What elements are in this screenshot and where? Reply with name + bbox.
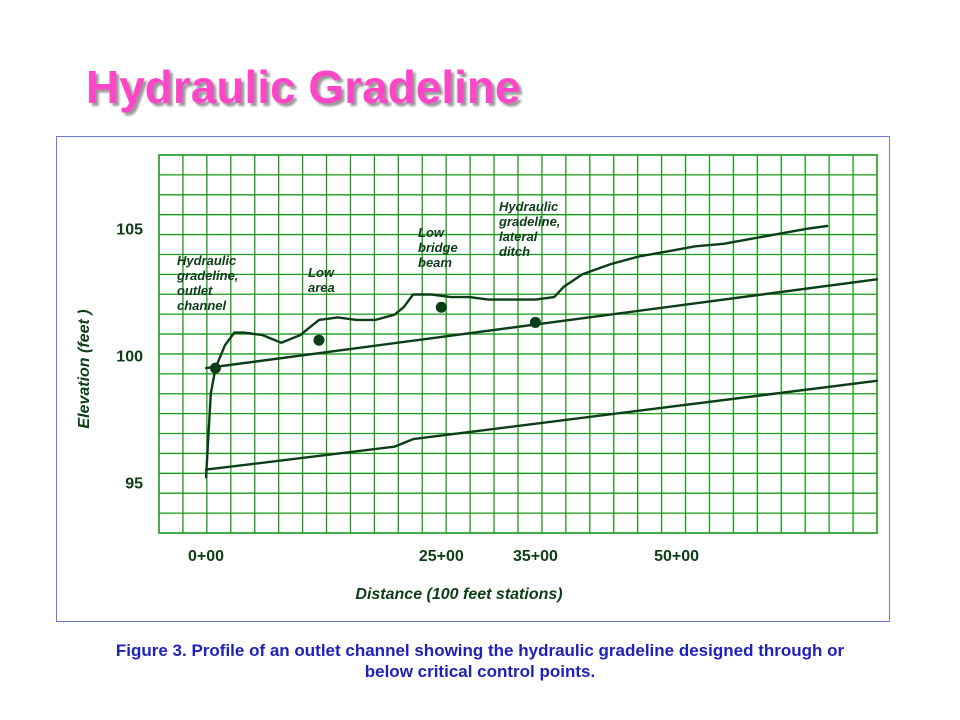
annotation-line: outlet [177, 283, 213, 298]
channel-bottom-line [204, 379, 879, 471]
annotation-label: Hydraulic gradeline, lateral ditch [498, 199, 560, 259]
annotation-line: Low [308, 265, 335, 280]
annotation-line: Low [418, 225, 445, 240]
annotation-line: Hydraulic [499, 199, 559, 214]
control-point [529, 316, 541, 328]
annotation-line: Hydraulic [177, 253, 237, 268]
x-tick-label: 50+00 [654, 548, 699, 565]
y-tick-label: 100 [116, 348, 143, 365]
y-axis-label: Elevation (feet ) [76, 309, 93, 428]
annotation-line: gradeline, [176, 268, 238, 283]
annotation-line: channel [177, 298, 227, 313]
x-tick-label: 0+00 [188, 548, 224, 565]
series-group [204, 224, 879, 479]
annotation-label: Low area [308, 265, 335, 295]
figure-frame: Hydraulic gradeline, outlet channel Low area L… [56, 136, 890, 622]
figure-caption: Figure 3. Profile of an outlet channel s… [115, 641, 845, 681]
grid [158, 154, 878, 534]
y-tick-labels: 95 100 105 [116, 222, 143, 493]
annotation-line: ditch [499, 244, 530, 259]
annotation-line: area [308, 280, 335, 295]
hydraulic-gradeline-line [204, 224, 829, 479]
annotation-line: bridge [418, 240, 458, 255]
slide-title: Hydraulic Gradeline [86, 61, 521, 113]
annotation-line: lateral [499, 229, 538, 244]
x-tick-label: 25+00 [419, 548, 464, 565]
annotation-line: gradeline, [498, 214, 560, 229]
grid-lines [159, 155, 877, 533]
x-axis-label: Distance (100 feet stations) [355, 586, 562, 603]
x-tick-labels: 0+00 25+00 35+00 50+00 [188, 548, 699, 565]
annotation-label: Hydraulic gradeline, outlet channel [176, 253, 238, 313]
annotation-line: beam [418, 255, 452, 270]
annotation-label: Low bridge beam [418, 225, 458, 270]
y-tick-label: 95 [125, 475, 143, 492]
channel-top-line [204, 278, 879, 370]
x-tick-label: 35+00 [513, 548, 558, 565]
control-points [209, 301, 541, 374]
control-point [313, 334, 325, 346]
control-point [435, 301, 447, 313]
control-point [209, 362, 221, 374]
y-tick-label: 105 [116, 222, 143, 239]
